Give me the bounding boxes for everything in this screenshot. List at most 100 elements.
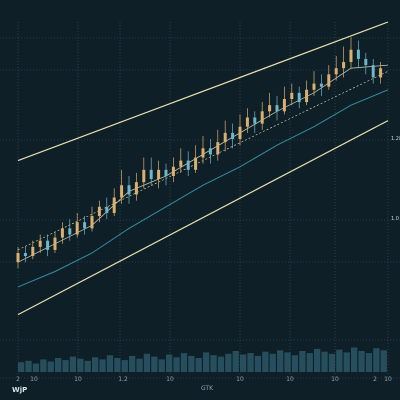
candle-body: [157, 169, 161, 180]
volume-bar: [18, 362, 25, 372]
volume-bar: [114, 358, 121, 372]
x-tick-label: 10: [30, 376, 38, 383]
candle: [105, 197, 109, 220]
candle-body: [268, 105, 272, 112]
candle: [68, 219, 72, 241]
candle: [356, 40, 360, 69]
candle: [216, 129, 220, 161]
volume-bar: [269, 353, 276, 372]
candle: [238, 114, 242, 146]
volume-bar: [277, 350, 284, 372]
candle-body: [282, 99, 286, 112]
x-tick-label: 1.2: [118, 376, 128, 383]
candle-body: [31, 246, 35, 257]
candle: [171, 157, 175, 183]
candle-body: [142, 169, 146, 183]
volume-bar: [321, 351, 328, 372]
candle: [201, 135, 205, 164]
candle-body: [46, 240, 50, 250]
x-tick-label: 10: [236, 376, 244, 383]
volume-bar: [254, 355, 262, 372]
candle: [319, 74, 323, 96]
candle: [186, 151, 190, 176]
volume-layer: [18, 347, 387, 372]
x-tick-label: 10: [74, 376, 82, 383]
volume-bar: [328, 353, 336, 372]
candle-body: [260, 111, 264, 124]
candle-body: [364, 58, 368, 66]
candle: [290, 83, 294, 106]
candle: [364, 52, 368, 75]
volume-bar: [343, 352, 350, 372]
candle-body: [120, 185, 124, 198]
candle-body: [245, 117, 249, 127]
candle: [120, 169, 124, 204]
candle-body: [290, 92, 294, 99]
candle-body: [105, 206, 109, 213]
volume-bar: [151, 356, 158, 372]
candle-body: [379, 68, 383, 78]
volume-bar: [55, 358, 62, 372]
candle-body: [371, 65, 375, 78]
candle-body: [312, 83, 316, 90]
volume-bar: [291, 355, 299, 372]
volume-bar: [373, 348, 380, 372]
volume-bar: [336, 349, 343, 372]
candle: [231, 123, 235, 149]
candle-layer: [16, 37, 383, 269]
candle-body: [216, 142, 220, 155]
candle: [127, 176, 131, 204]
volume-bar: [188, 355, 195, 372]
candle-body: [179, 160, 183, 167]
volume-bar: [143, 353, 151, 372]
right-axis-label: 1.28: [391, 136, 400, 142]
candle-body: [149, 169, 153, 180]
volume-bar: [225, 353, 232, 372]
volume-bar: [106, 355, 114, 372]
volume-bar: [32, 363, 40, 372]
volume-bar: [358, 351, 365, 372]
candle-body: [327, 74, 331, 87]
candle-body: [305, 89, 309, 103]
candle: [275, 95, 279, 121]
volume-bar: [203, 352, 210, 372]
candle-body: [194, 157, 198, 170]
candle-body: [319, 83, 323, 87]
volume-bar: [240, 354, 247, 372]
candle: [38, 234, 42, 253]
candle: [342, 46, 346, 78]
volume-bar: [129, 355, 136, 372]
candle: [268, 92, 272, 118]
volume-bar: [299, 351, 306, 372]
candle-body: [297, 92, 301, 103]
channel-upper-line: [17, 21, 389, 162]
x-center-label: GTK: [201, 385, 214, 392]
candle: [349, 37, 353, 69]
candle-body: [60, 228, 64, 238]
volume-bar: [84, 360, 91, 372]
candle-body: [16, 253, 20, 263]
candle: [16, 246, 20, 269]
candle: [83, 216, 87, 235]
volume-bar: [25, 360, 32, 372]
volume-bar: [284, 352, 291, 372]
candle-body: [38, 240, 42, 247]
candle-body: [127, 185, 131, 195]
candle: [379, 62, 383, 84]
volume-bar: [77, 358, 84, 372]
candle: [334, 55, 338, 81]
candle-body: [231, 132, 235, 140]
candle-body: [275, 105, 279, 112]
candle: [194, 145, 198, 173]
candle: [245, 108, 249, 133]
corner-label: WjP: [12, 386, 27, 394]
candle-body: [208, 148, 212, 155]
grid-layer: [0, 22, 400, 379]
right-axis-label: 1.0: [391, 216, 399, 222]
candle-body: [97, 206, 101, 217]
candle: [60, 222, 64, 244]
moving-average-slow: [17, 89, 389, 288]
volume-bar: [180, 353, 188, 372]
